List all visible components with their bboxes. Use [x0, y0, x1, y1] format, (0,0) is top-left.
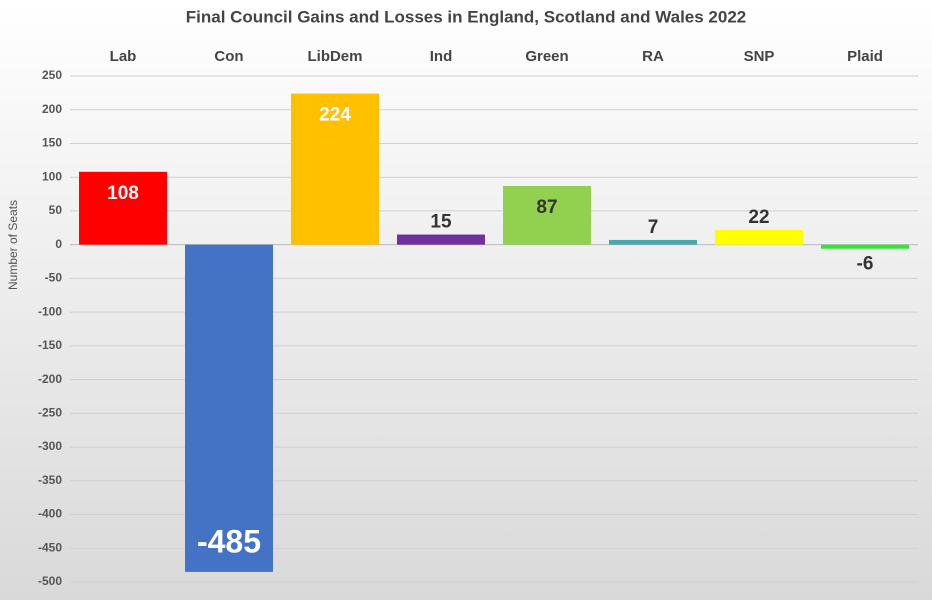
value-label: 22: [748, 207, 769, 228]
y-tick-label: 100: [42, 169, 62, 183]
value-label: 87: [536, 197, 557, 218]
bar: [609, 239, 697, 245]
y-tick-label: -150: [38, 338, 62, 352]
value-label: 224: [319, 105, 351, 126]
value-label: -6: [857, 254, 874, 275]
y-tick-label: 200: [42, 102, 62, 116]
y-tick-label: -450: [38, 540, 62, 554]
y-tick-label: -300: [38, 439, 62, 453]
y-tick-label: -350: [38, 473, 62, 487]
chart-title: Final Council Gains and Losses in Englan…: [186, 7, 747, 26]
y-tick-label: 150: [42, 136, 62, 150]
x-tick-label: Lab: [110, 48, 137, 65]
y-tick-label: 0: [55, 237, 62, 251]
y-tick-label: 250: [42, 68, 62, 82]
bar: [503, 185, 591, 245]
y-tick-label: -50: [45, 271, 63, 285]
bar: [291, 93, 379, 245]
value-label: 7: [648, 217, 659, 238]
bar: [397, 234, 485, 245]
y-tick-label: -400: [38, 507, 62, 521]
value-label: 15: [430, 212, 452, 233]
value-label: 108: [107, 183, 139, 204]
y-tick-label: -250: [38, 406, 62, 420]
bar: [821, 244, 909, 249]
x-tick-label: Plaid: [847, 48, 883, 65]
x-tick-label: SNP: [744, 48, 775, 65]
bar: [185, 244, 273, 572]
x-tick-label: LibDem: [307, 48, 362, 65]
x-tick-label: Green: [525, 48, 568, 65]
y-tick-label: -200: [38, 372, 62, 386]
value-label: -485: [197, 523, 261, 559]
x-tick-label: Con: [214, 48, 243, 65]
y-tick-label: 50: [49, 203, 63, 217]
y-tick-label: -100: [38, 304, 62, 318]
y-axis-title: Number of Seats: [6, 200, 20, 290]
y-tick-label: -500: [38, 574, 62, 588]
x-tick-label: Ind: [430, 48, 453, 65]
bar: [715, 229, 803, 245]
bar: [79, 171, 167, 245]
x-tick-label: RA: [642, 48, 664, 65]
